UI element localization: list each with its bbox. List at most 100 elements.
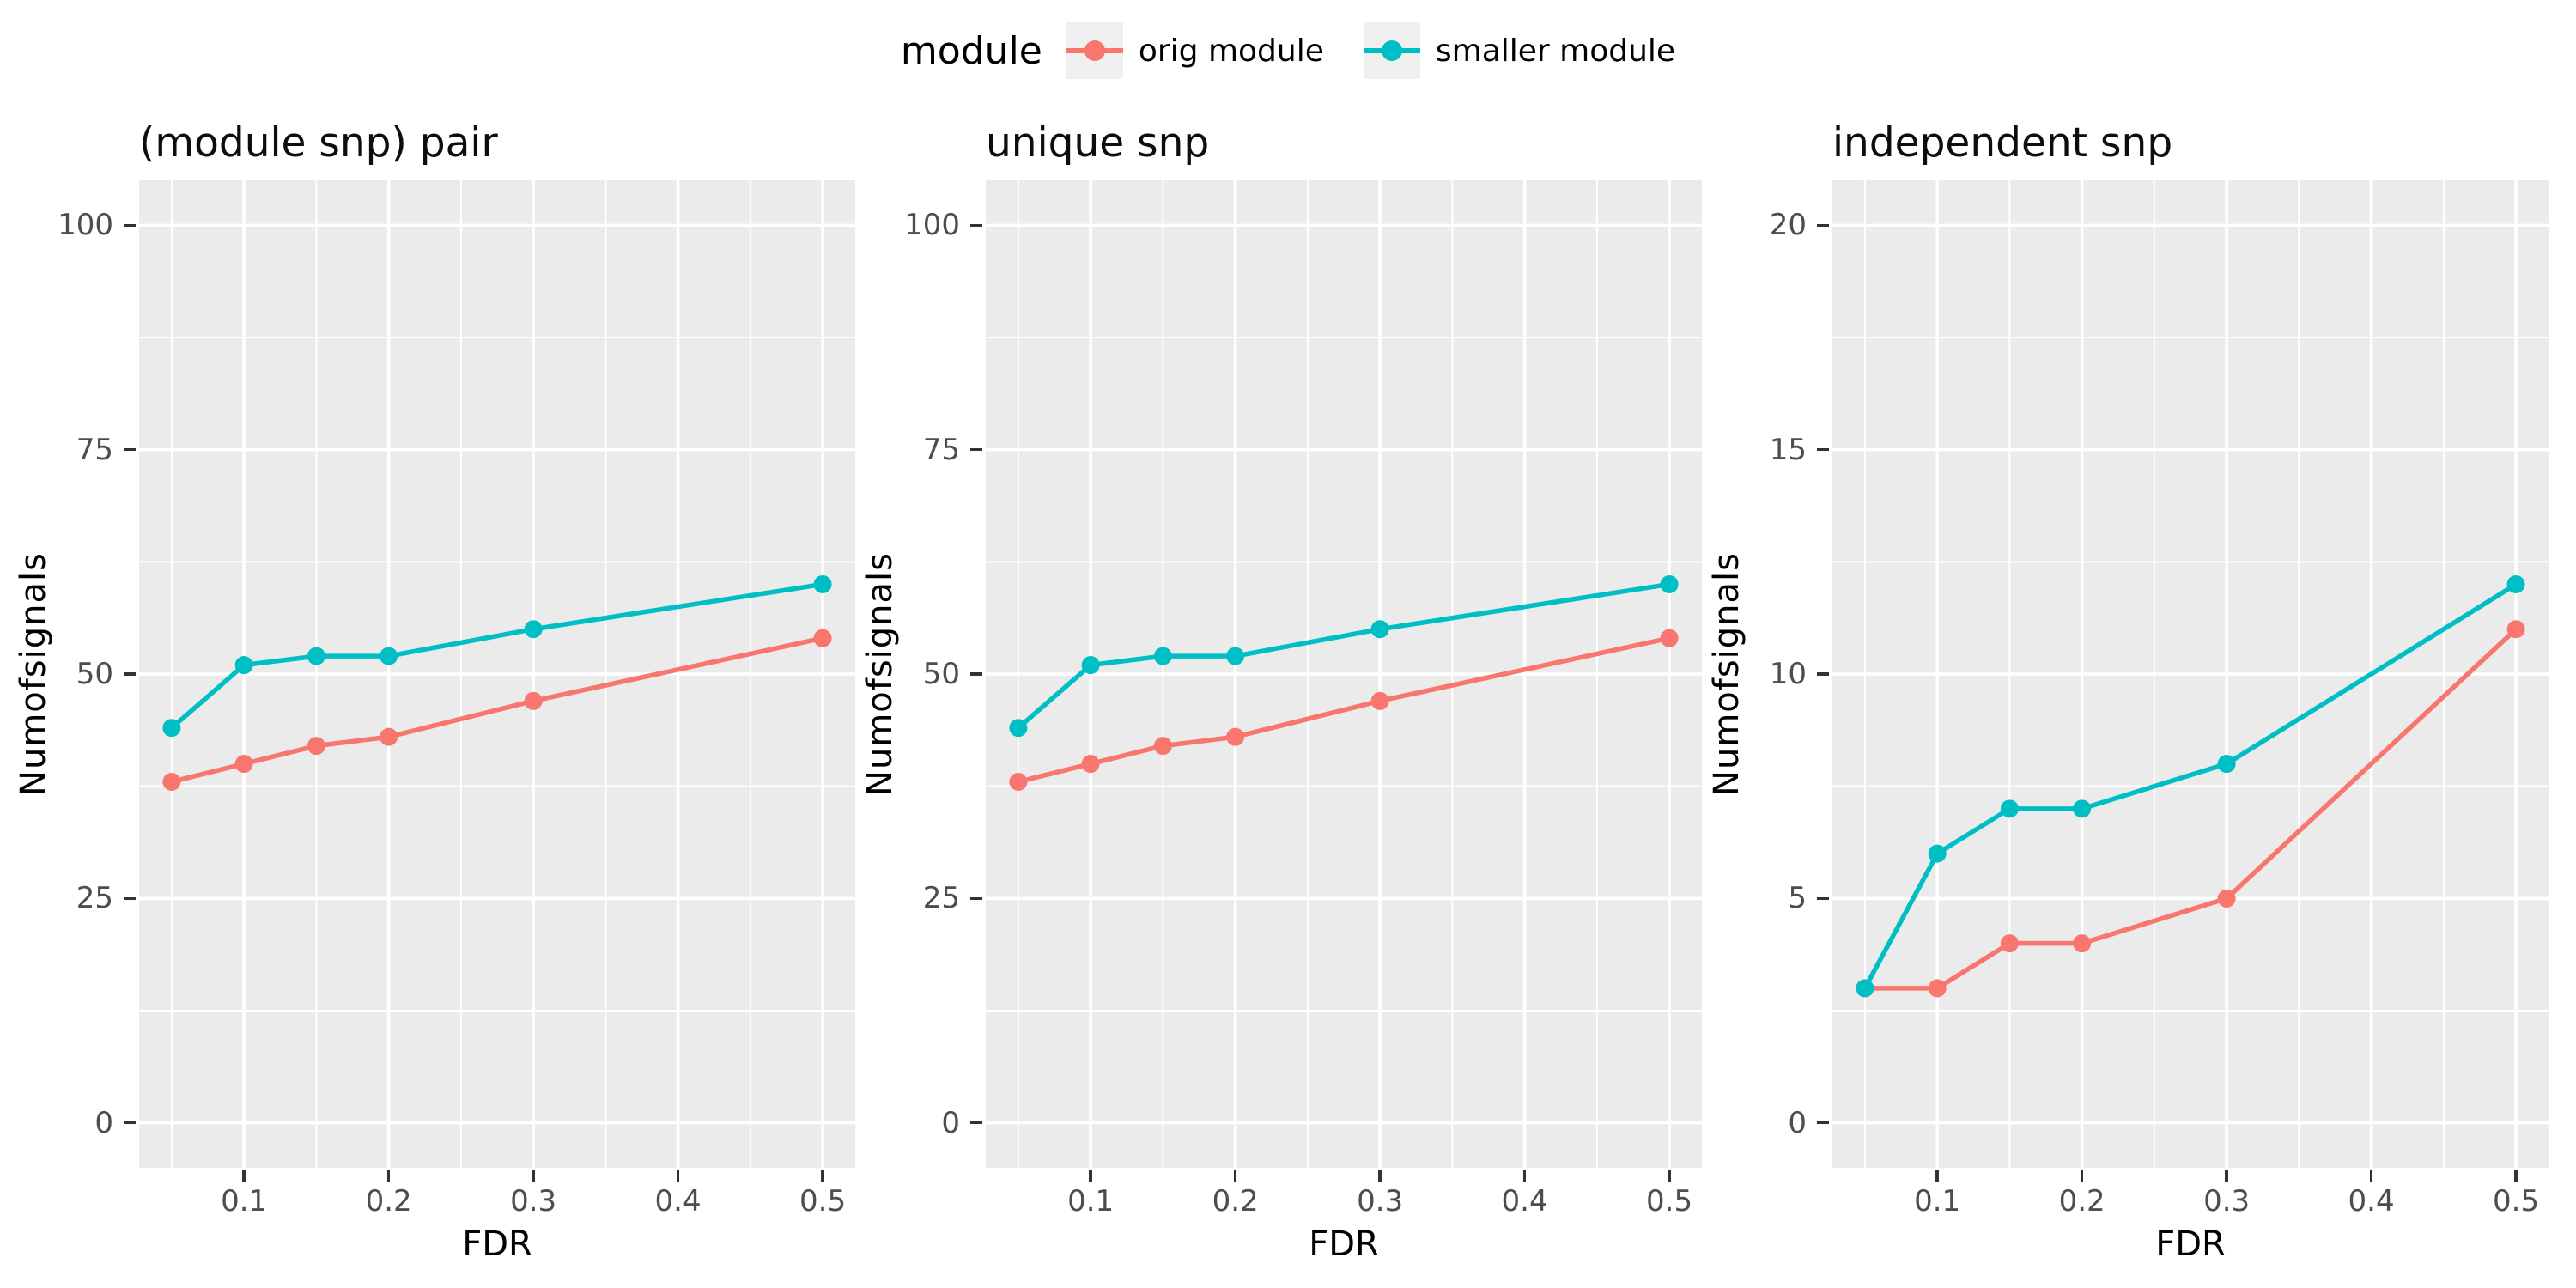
- y-tick-label: 50: [76, 657, 113, 691]
- x-tick-label: 0.5: [2493, 1184, 2540, 1218]
- plot-canvas: [139, 180, 855, 1168]
- y-tick-mark: [124, 447, 136, 452]
- x-tick-mark: [676, 1170, 680, 1182]
- x-tick-label: 0.2: [2058, 1184, 2105, 1218]
- series-line: [1017, 581, 1670, 730]
- x-axis-title: FDR: [2155, 1224, 2226, 1264]
- x-axis-ticks: 0.1 0.2 0.3 0.4 0.5: [1832, 1168, 2549, 1221]
- x-tick-label: 0.3: [2203, 1184, 2251, 1218]
- data-point: [2073, 934, 2092, 953]
- legend-label-orig-module: orig module: [1138, 33, 1324, 69]
- panel: [1832, 180, 2549, 1168]
- data-point: [1081, 656, 1100, 675]
- x-axis-ticks: 0.1 0.2 0.3 0.4 0.5: [986, 1168, 1702, 1221]
- data-point: [1009, 719, 1028, 738]
- data-point: [1856, 979, 1874, 998]
- data-point: [2506, 574, 2525, 593]
- data-point: [307, 647, 325, 665]
- y-tick-mark: [970, 447, 982, 452]
- data-point: [380, 727, 398, 746]
- x-tick-label: 0.3: [1357, 1184, 1404, 1218]
- panel: [986, 180, 1702, 1168]
- x-tick-label: 0.4: [2348, 1184, 2395, 1218]
- y-tick-mark: [124, 896, 136, 901]
- data-point: [813, 574, 832, 593]
- x-tick-label: 0.1: [1914, 1184, 1961, 1218]
- legend-key-smaller-module: [1363, 22, 1420, 79]
- x-axis-title: FDR: [1309, 1224, 1379, 1264]
- facet-title: (module snp) pair: [139, 119, 498, 167]
- data-point: [524, 691, 543, 710]
- plot-canvas: [986, 180, 1702, 1168]
- x-tick-mark: [242, 1170, 246, 1182]
- series-line: [171, 635, 823, 785]
- data-point: [2217, 755, 2236, 774]
- x-tick-label: 0.5: [799, 1184, 847, 1218]
- y-tick-mark: [1817, 223, 1829, 228]
- facet-row: (module snp) pair Numofsignals 0 25 50 75 10…: [0, 101, 2576, 1281]
- x-tick-mark: [532, 1170, 535, 1182]
- y-tick-label: 100: [58, 208, 113, 243]
- y-tick-mark: [970, 896, 982, 901]
- x-tick-mark: [1378, 1170, 1382, 1182]
- x-tick-mark: [1522, 1170, 1527, 1182]
- legend-entry-orig-module: orig module: [1066, 22, 1324, 79]
- x-tick-label: 0.4: [1501, 1184, 1548, 1218]
- y-tick-mark: [124, 223, 136, 228]
- data-point: [813, 629, 832, 647]
- y-tick-mark: [124, 672, 136, 676]
- data-point: [1928, 979, 1947, 998]
- x-tick-mark: [821, 1170, 824, 1182]
- legend-point-icon: [1381, 40, 1402, 61]
- series-line: [1018, 635, 1670, 785]
- legend-point-icon: [1084, 40, 1105, 61]
- y-tick-mark: [970, 223, 982, 228]
- y-tick-label: 20: [1769, 208, 1807, 243]
- y-tick-label: 0: [941, 1105, 960, 1140]
- y-tick-label: 50: [922, 657, 960, 691]
- data-point: [380, 647, 398, 665]
- facet-title: unique snp: [986, 119, 1210, 167]
- y-axis-title: Numofsignals: [14, 552, 53, 796]
- data-point: [1009, 772, 1028, 791]
- facet-module-snp-pair: (module snp) pair Numofsignals 0 25 50 75 10…: [9, 101, 855, 1281]
- y-tick-label: 0: [1788, 1105, 1807, 1140]
- x-tick-label: 0.1: [221, 1184, 268, 1218]
- x-tick-mark: [2225, 1170, 2228, 1182]
- y-tick-mark: [1817, 447, 1829, 452]
- y-tick-label: 75: [922, 432, 960, 467]
- facet-unique-snp: unique snp Numofsignals 0 25 50 75 100 0.1 0.…: [855, 101, 1702, 1281]
- y-axis-ticks: 0 25 50 75 100: [904, 180, 986, 1168]
- x-tick-mark: [1089, 1170, 1092, 1182]
- x-tick-label: 0.3: [510, 1184, 557, 1218]
- x-axis-title: FDR: [462, 1224, 532, 1264]
- y-tick-mark: [124, 1121, 136, 1125]
- data-point: [307, 737, 325, 756]
- series-line: [170, 581, 823, 730]
- legend-key-orig-module: [1066, 22, 1123, 79]
- series-line: [1864, 627, 2518, 991]
- y-tick-label: 25: [76, 881, 113, 916]
- y-tick-label: 10: [1769, 657, 1807, 691]
- x-tick-mark: [1668, 1170, 1671, 1182]
- legend: module orig module smaller module: [0, 0, 2576, 101]
- data-point: [1153, 647, 1172, 665]
- data-point: [2217, 889, 2236, 908]
- y-tick-label: 5: [1788, 881, 1807, 916]
- data-point: [1660, 574, 1679, 593]
- y-tick-label: 100: [904, 208, 960, 243]
- facet-independent-snp: independent snp Numofsignals 0 5 10 15 20 0.…: [1702, 101, 2549, 1281]
- y-axis-ticks: 0 25 50 75 100: [58, 180, 139, 1168]
- y-tick-mark: [1817, 672, 1829, 676]
- x-tick-label: 0.1: [1067, 1184, 1115, 1218]
- data-point: [2506, 620, 2525, 639]
- data-point: [1226, 727, 1245, 746]
- y-axis-title: Numofsignals: [860, 552, 900, 796]
- y-tick-mark: [1817, 896, 1829, 901]
- x-tick-mark: [386, 1170, 391, 1182]
- data-point: [2073, 799, 2092, 818]
- data-point: [1081, 755, 1100, 774]
- y-tick-label: 75: [76, 432, 113, 467]
- data-point: [162, 719, 181, 738]
- data-point: [162, 772, 181, 791]
